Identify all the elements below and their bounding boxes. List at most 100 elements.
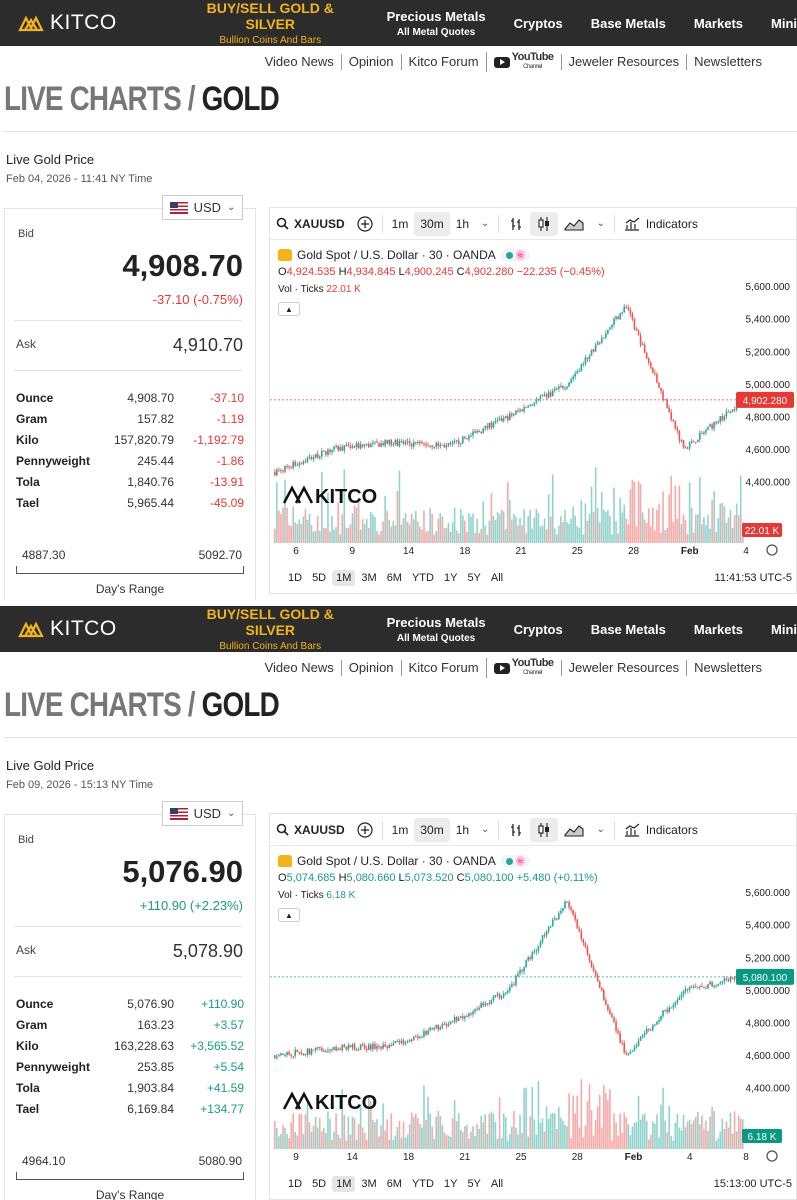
market-status: ≈ xyxy=(500,855,530,867)
range-6m[interactable]: 6M xyxy=(386,1178,402,1190)
subnav-youtube[interactable]: YouTube Channel xyxy=(485,52,561,72)
range-5y[interactable]: 5Y xyxy=(467,572,481,584)
subnav-newsletters[interactable]: Newsletters xyxy=(686,660,769,676)
bars-style-button[interactable] xyxy=(502,818,530,842)
collapse-legend-button[interactable]: ▲ xyxy=(278,908,300,922)
candlestick-plot[interactable]: 5,600.000 5,400.000 5,200.000 5,000.000 4,80… xyxy=(270,874,796,1174)
range-ytd[interactable]: YTD xyxy=(411,572,434,584)
range-6m[interactable]: 6M xyxy=(386,572,402,584)
indicators-button[interactable]: Indicators xyxy=(618,818,704,842)
candle-body xyxy=(705,429,707,433)
indicators-label: Indicators xyxy=(645,216,698,231)
volume-bar xyxy=(705,524,707,543)
candle-body xyxy=(694,986,697,988)
range-5y[interactable]: 5Y xyxy=(467,1178,481,1190)
interval-1h[interactable]: 1h xyxy=(455,822,470,837)
range-5d[interactable]: 5D xyxy=(312,572,327,584)
subnav-opinion[interactable]: Opinion xyxy=(340,54,401,70)
currency-select[interactable]: USD ⌄ xyxy=(162,195,243,220)
style-menu[interactable]: ⌄ xyxy=(590,212,610,236)
indicators-button[interactable]: Indicators xyxy=(618,212,704,236)
candlestick-plot[interactable]: 5,600.000 5,400.000 5,200.000 5,000.000 4,80… xyxy=(270,268,796,568)
range-1d[interactable]: 1D xyxy=(288,1178,303,1190)
buy-sell-link[interactable]: BUY/SELL GOLD & SILVER Bullion Coins And… xyxy=(182,606,359,652)
interval-30m[interactable]: 30m xyxy=(414,211,450,236)
area-style-button[interactable] xyxy=(558,818,590,842)
range-1y[interactable]: 1Y xyxy=(443,1178,458,1190)
subnav-video-news[interactable]: Video News xyxy=(264,660,334,675)
interval-1m[interactable]: 1m xyxy=(391,822,409,837)
volume-bar xyxy=(365,1139,368,1149)
subnav-youtube[interactable]: YouTube Channel xyxy=(485,658,561,678)
range-1d[interactable]: 1D xyxy=(288,572,303,584)
subnav-jeweler[interactable]: Jeweler Resources xyxy=(560,54,687,70)
nav-precious-metals[interactable]: Precious Metals All Metal Quotes xyxy=(387,9,486,38)
buy-sell-link[interactable]: BUY/SELL GOLD & SILVER Bullion Coins And… xyxy=(182,0,359,46)
collapse-legend-button[interactable]: ▲ xyxy=(278,302,300,316)
compare-button[interactable] xyxy=(351,818,379,842)
subnav-opinion[interactable]: Opinion xyxy=(340,660,401,676)
interval-1m[interactable]: 1m xyxy=(391,216,409,231)
nav-base-metals[interactable]: Base Metals xyxy=(590,621,666,637)
candle-body xyxy=(701,432,703,434)
volume-bar xyxy=(674,485,677,543)
nav-mining[interactable]: Mini xyxy=(771,621,797,637)
range-1y[interactable]: 1Y xyxy=(443,572,458,584)
ohlc-bars-icon xyxy=(511,823,522,836)
candle-body xyxy=(296,1049,299,1053)
subnav-newsletters[interactable]: Newsletters xyxy=(686,54,769,70)
y-tick-label: 4,800.000 xyxy=(746,1019,791,1030)
price-chart[interactable]: XAUUSD 1m 30m 1h ⌄ ⌄ Indicators Gold Spo… xyxy=(269,207,797,594)
nav-mining[interactable]: Mini xyxy=(771,15,797,31)
kitco-logo[interactable]: KITCO xyxy=(18,617,177,641)
style-menu[interactable]: ⌄ xyxy=(590,818,610,842)
interval-30m[interactable]: 30m xyxy=(414,817,450,842)
range-3m[interactable]: 3M xyxy=(361,1178,377,1190)
chevron-down-icon: ⌄ xyxy=(227,202,236,213)
range-all[interactable]: All xyxy=(490,1178,504,1190)
range-1m[interactable]: 1M xyxy=(332,570,356,586)
range-ytd[interactable]: YTD xyxy=(411,1178,434,1190)
interval-menu[interactable]: ⌄ xyxy=(475,818,495,842)
candle-body xyxy=(672,1005,675,1008)
price-chart[interactable]: XAUUSD 1m 30m 1h ⌄ ⌄ Indicators Gold Spo… xyxy=(269,813,797,1200)
nav-cryptos[interactable]: Cryptos xyxy=(513,15,563,31)
candles-style-button[interactable] xyxy=(530,211,559,236)
nav-cryptos[interactable]: Cryptos xyxy=(513,621,563,637)
volume-bar xyxy=(447,1135,450,1149)
range-1m[interactable]: 1M xyxy=(332,1176,356,1192)
currency-select[interactable]: USD ⌄ xyxy=(162,801,243,826)
gear-icon[interactable] xyxy=(766,1150,778,1162)
range-5d[interactable]: 5D xyxy=(312,1178,327,1190)
unit-name: Pennyweight xyxy=(16,454,91,468)
candle-body xyxy=(457,440,460,445)
kitco-logo[interactable]: KITCO xyxy=(18,11,177,35)
volume-bar xyxy=(337,1134,339,1149)
volume-bar xyxy=(676,518,679,543)
subnav-jeweler[interactable]: Jeweler Resources xyxy=(560,660,687,676)
candle-body xyxy=(727,979,730,981)
range-all[interactable]: All xyxy=(490,572,504,584)
interval-1h[interactable]: 1h xyxy=(455,216,470,231)
symbol-search[interactable]: XAUUSD xyxy=(270,818,351,842)
candle-body xyxy=(357,1049,360,1051)
nav-precious-metals[interactable]: Precious Metals All Metal Quotes xyxy=(387,615,486,644)
subnav-video-news[interactable]: Video News xyxy=(264,54,334,69)
candle-body xyxy=(594,970,597,976)
subnav-forum[interactable]: Kitco Forum xyxy=(400,54,486,70)
bars-style-button[interactable] xyxy=(502,212,530,236)
area-style-button[interactable] xyxy=(558,212,590,236)
compare-button[interactable] xyxy=(351,212,379,236)
candle-body xyxy=(662,1010,664,1016)
range-low: 4887.30 xyxy=(22,548,66,562)
nav-base-metals[interactable]: Base Metals xyxy=(590,15,666,31)
range-3m[interactable]: 3M xyxy=(361,572,377,584)
symbol-search[interactable]: XAUUSD xyxy=(270,212,351,236)
interval-menu[interactable]: ⌄ xyxy=(475,212,495,236)
candle-body xyxy=(474,1008,476,1012)
candles-style-button[interactable] xyxy=(530,817,559,842)
nav-markets[interactable]: Markets xyxy=(693,15,743,31)
subnav-forum[interactable]: Kitco Forum xyxy=(400,660,486,676)
nav-markets[interactable]: Markets xyxy=(693,621,743,637)
gear-icon[interactable] xyxy=(766,544,778,556)
